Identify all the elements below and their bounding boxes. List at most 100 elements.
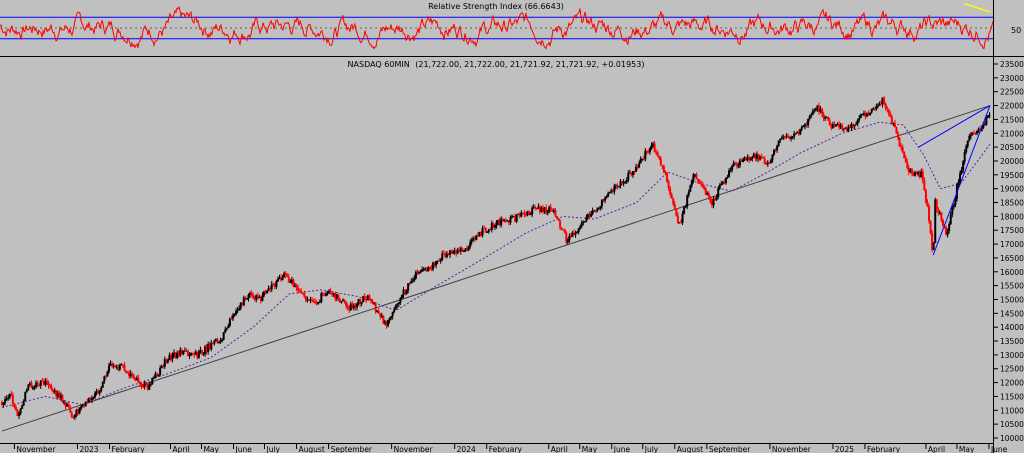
candle-body <box>869 112 872 116</box>
y-tick-label: 14000 <box>1000 323 1024 332</box>
candle-body <box>399 298 402 303</box>
candle-body <box>543 207 546 212</box>
candle-body <box>391 312 394 317</box>
candle-body <box>227 325 230 329</box>
candle-body <box>932 242 935 250</box>
candle-body <box>518 213 521 217</box>
candle-body <box>593 210 596 212</box>
candle-body <box>596 208 599 211</box>
x-tick-label: April <box>551 445 568 453</box>
candle-body <box>315 302 318 304</box>
candle-body <box>188 355 191 357</box>
candle-body <box>169 355 172 360</box>
candle-body <box>514 216 517 222</box>
candle-body <box>512 216 515 218</box>
candle-body <box>982 124 985 129</box>
candle-body <box>810 114 813 117</box>
candle-body <box>974 133 977 135</box>
candle-body <box>495 221 498 226</box>
candle-body <box>954 198 957 206</box>
candle-body <box>430 267 433 270</box>
candle-body <box>311 299 314 301</box>
candle-body <box>380 315 383 317</box>
candle-body <box>101 381 104 388</box>
candle-body <box>7 397 10 399</box>
candle-body <box>760 156 763 158</box>
candle-body <box>2 402 5 405</box>
candle-body <box>749 158 752 161</box>
candle-body <box>21 405 24 409</box>
candle-body <box>489 229 492 231</box>
candle-body <box>585 217 588 222</box>
candle-body <box>542 207 545 212</box>
candles-layer <box>1 96 991 421</box>
candle-body <box>69 407 72 413</box>
candle-body <box>827 117 830 121</box>
candle-body <box>267 287 270 291</box>
candle-body <box>280 277 283 281</box>
candle-body <box>655 152 658 154</box>
candle-body <box>777 140 780 146</box>
candle-body <box>270 284 273 290</box>
candle-body <box>81 404 84 407</box>
lower-blue-trendline <box>932 105 991 256</box>
candle-body <box>769 160 772 163</box>
candle-body <box>740 160 743 162</box>
candle-body <box>115 366 118 368</box>
candle-body <box>382 315 385 324</box>
candle-body <box>831 124 834 128</box>
candle-body <box>78 408 81 414</box>
candle-body <box>853 124 856 127</box>
candle-body <box>923 180 926 191</box>
candle-body <box>411 280 414 282</box>
candle-body <box>879 103 882 105</box>
x-tick-label: June <box>990 445 1008 453</box>
y-tick-label: 14500 <box>1000 309 1024 318</box>
candle-body <box>42 381 45 385</box>
candle-body <box>255 295 258 300</box>
upper-blue-trendline <box>918 105 991 148</box>
candle-body <box>476 235 479 237</box>
candle-body <box>856 120 859 124</box>
candle-body <box>906 162 909 169</box>
candle-body <box>862 113 865 115</box>
y-tick-label: 17500 <box>1000 226 1024 235</box>
candle-body <box>610 190 613 193</box>
candle-body <box>735 163 738 166</box>
candle-body <box>197 352 200 358</box>
candle-body <box>342 299 345 302</box>
y-tick-label: 22000 <box>1000 102 1024 111</box>
candle-body <box>622 182 625 184</box>
candle-body <box>783 136 786 138</box>
candle-body <box>241 302 244 306</box>
candle-body <box>714 198 717 200</box>
candle-body <box>87 398 90 403</box>
candle-body <box>752 153 755 157</box>
candle-body <box>5 398 8 400</box>
x-tick-label: May <box>582 445 598 453</box>
candle-body <box>394 305 397 310</box>
candle-body <box>137 378 140 383</box>
candle-body <box>511 216 514 218</box>
candle-body <box>56 392 59 397</box>
candle-body <box>552 210 555 212</box>
candle-body <box>104 376 107 378</box>
candle-body <box>374 302 377 312</box>
candle-body <box>11 394 14 404</box>
candle-body <box>768 162 771 164</box>
x-tick-label: November <box>16 445 56 453</box>
candle-body <box>176 352 179 358</box>
candle-body <box>842 128 845 130</box>
candle-body <box>633 171 636 173</box>
candle-body <box>481 227 484 236</box>
candle-body <box>177 352 180 356</box>
candle-body <box>931 233 934 250</box>
candle-body <box>537 206 540 209</box>
candle-body <box>345 302 348 307</box>
candle-body <box>365 299 368 301</box>
candle-body <box>656 152 659 156</box>
candle-body <box>218 341 221 344</box>
candle-body <box>165 359 168 363</box>
candle-body <box>681 213 684 223</box>
candle-body <box>617 186 620 188</box>
